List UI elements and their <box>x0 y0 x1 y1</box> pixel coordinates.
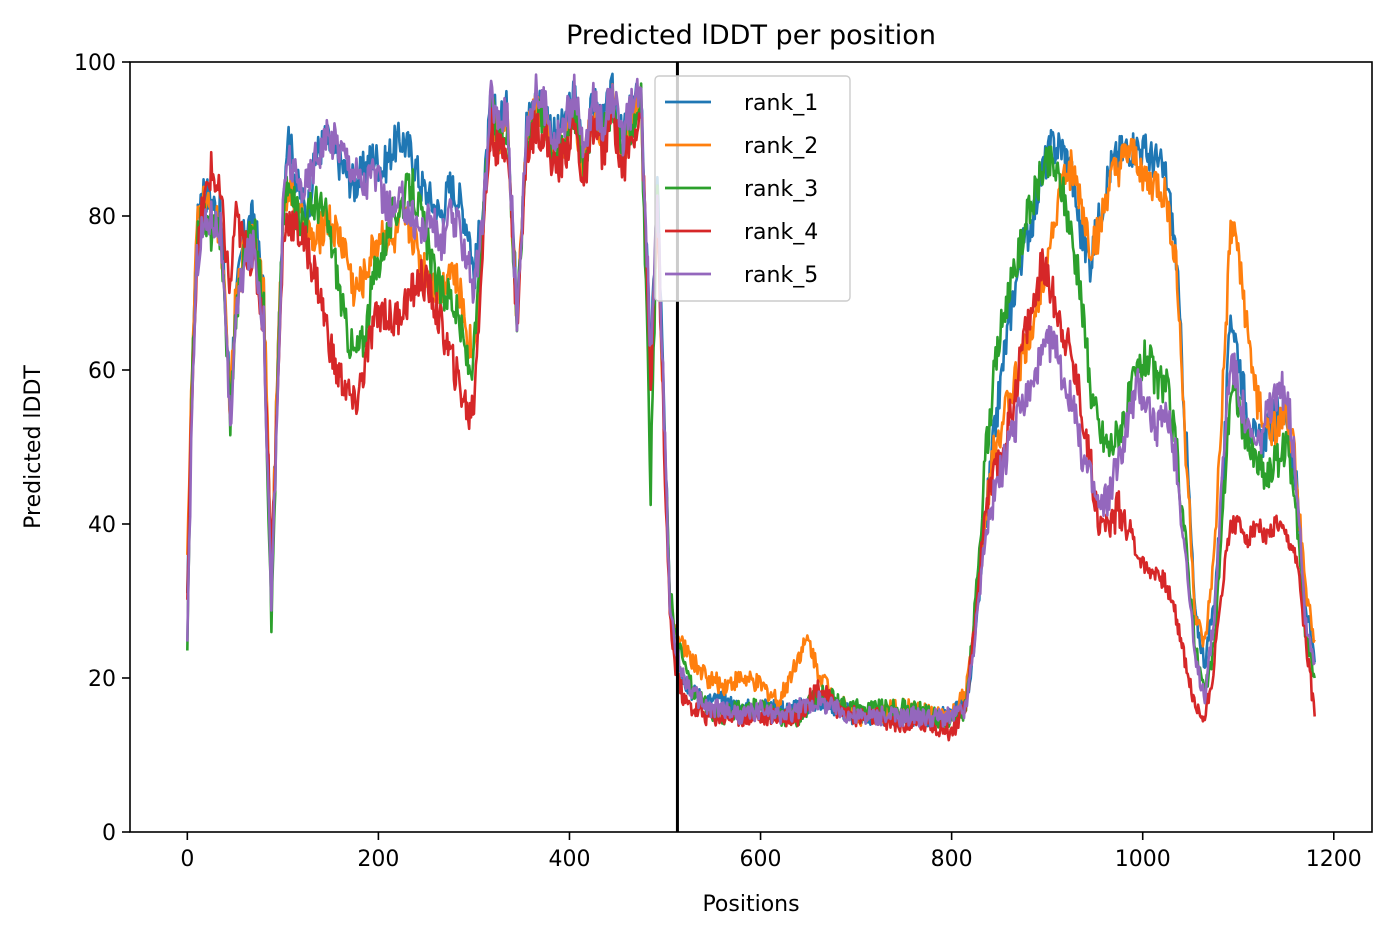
y-tick-label: 80 <box>88 205 116 230</box>
legend-label-rank_3: rank_3 <box>744 177 818 202</box>
plot-area <box>186 62 1316 832</box>
x-tick-label: 1000 <box>1115 847 1171 872</box>
legend: rank_1 rank_2 rank_3 rank_4 rank_5 <box>654 75 851 302</box>
y-tick-label: 0 <box>102 821 116 846</box>
y-tick-label: 100 <box>74 51 116 76</box>
plot-frame <box>129 61 1373 833</box>
x-tick-label: 600 <box>740 847 782 872</box>
x-axis: 0 200 400 600 800 1000 1200 <box>180 832 1362 872</box>
x-tick-label: 800 <box>931 847 973 872</box>
x-axis-label: Positions <box>702 892 799 917</box>
series-line-rank_4 <box>186 95 1316 742</box>
legend-label-rank_2: rank_2 <box>744 134 818 159</box>
chart-title: Predicted lDDT per position <box>566 20 936 51</box>
legend-label-rank_4: rank_4 <box>744 220 818 245</box>
y-tick-label: 20 <box>88 667 116 692</box>
y-axis: 0 20 40 60 80 100 <box>74 51 130 846</box>
legend-box <box>654 75 851 302</box>
y-tick-label: 60 <box>88 359 116 384</box>
x-tick-label: 400 <box>548 847 590 872</box>
x-tick-label: 0 <box>180 847 194 872</box>
x-tick-label: 200 <box>357 847 399 872</box>
x-tick-label: 1200 <box>1306 847 1362 872</box>
y-axis-label: Predicted lDDT <box>21 365 46 529</box>
series-line-rank_2 <box>186 82 1316 727</box>
y-tick-label: 40 <box>88 513 116 538</box>
legend-label-rank_5: rank_5 <box>744 263 818 288</box>
legend-label-rank_1: rank_1 <box>744 91 818 116</box>
series-line-rank_5 <box>186 73 1316 728</box>
